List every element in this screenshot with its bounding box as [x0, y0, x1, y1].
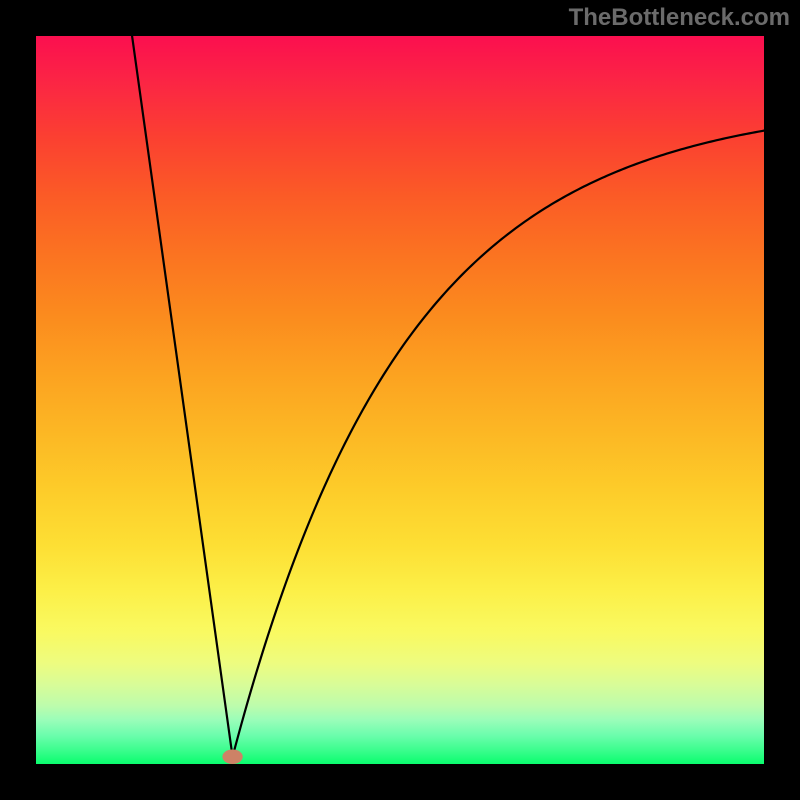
optimal-point-marker [222, 749, 242, 764]
gradient-background [36, 36, 764, 764]
watermark-text: TheBottleneck.com [569, 4, 790, 32]
chart-frame: TheBottleneck.com [0, 0, 800, 800]
bottleneck-chart [36, 36, 764, 764]
